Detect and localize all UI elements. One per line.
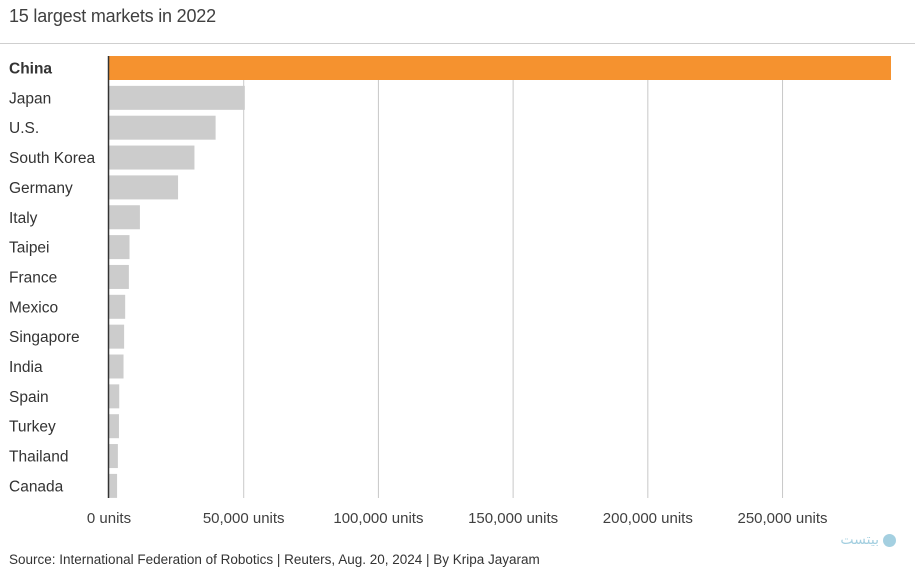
x-tick-labels: 0 units 50,000 units 100,000 units 150,000 … (87, 510, 828, 527)
bar-japan (109, 85, 245, 110)
bar-singapore (109, 324, 125, 349)
watermark-logo: بیتست (840, 532, 896, 548)
bar-spain (109, 384, 120, 409)
bar-canada (109, 473, 118, 498)
bar-taipei (109, 235, 130, 260)
bar-u-s (109, 115, 216, 140)
category-label-spain: Spain (9, 389, 49, 406)
category-label-south-korea: South Korea (9, 150, 96, 167)
category-label-germany: Germany (9, 180, 73, 197)
bar-china (109, 56, 891, 80)
watermark-text: بیتست (840, 532, 879, 548)
category-labels: China Japan U.S. South Korea Germany Italy Tai… (9, 61, 96, 496)
bar-mexico (109, 294, 126, 319)
category-label-france: France (9, 269, 57, 286)
category-label-india: India (9, 359, 43, 376)
bar-south-korea (109, 145, 195, 170)
category-label-singapore: Singapore (9, 329, 80, 346)
title-divider (0, 43, 915, 44)
source-note: Source: International Federation of Robo… (9, 552, 540, 567)
category-label-japan: Japan (9, 90, 51, 107)
category-label-canada: Canada (9, 478, 64, 495)
category-label-mexico: Mexico (9, 299, 58, 316)
x-tick-label: 0 units (87, 510, 131, 527)
bar-india (109, 354, 124, 379)
x-tick-label: 50,000 units (203, 510, 285, 527)
x-tick-label: 150,000 units (468, 510, 558, 527)
x-tick-label: 100,000 units (333, 510, 423, 527)
x-tick-label: 200,000 units (603, 510, 693, 527)
bars (109, 56, 891, 498)
bar-france (109, 264, 129, 289)
watermark-dot-icon (883, 533, 896, 547)
category-label-italy: Italy (9, 210, 38, 227)
category-label-u-s: U.S. (9, 120, 39, 137)
grid-lines (243, 56, 784, 498)
x-tick-label: 250,000 units (737, 510, 827, 527)
bar-turkey (109, 414, 119, 439)
category-label-thailand: Thailand (9, 449, 68, 466)
bar-germany (109, 175, 179, 200)
category-label-turkey: Turkey (9, 419, 56, 436)
bar-chart: China Japan U.S. South Korea Germany Italy Tai… (9, 56, 891, 527)
category-label-china: China (9, 61, 52, 78)
category-label-taipei: Taipei (9, 240, 50, 257)
chart-title: 15 largest markets in 2022 (9, 6, 216, 26)
bar-italy (109, 205, 140, 230)
bar-thailand (109, 444, 118, 469)
